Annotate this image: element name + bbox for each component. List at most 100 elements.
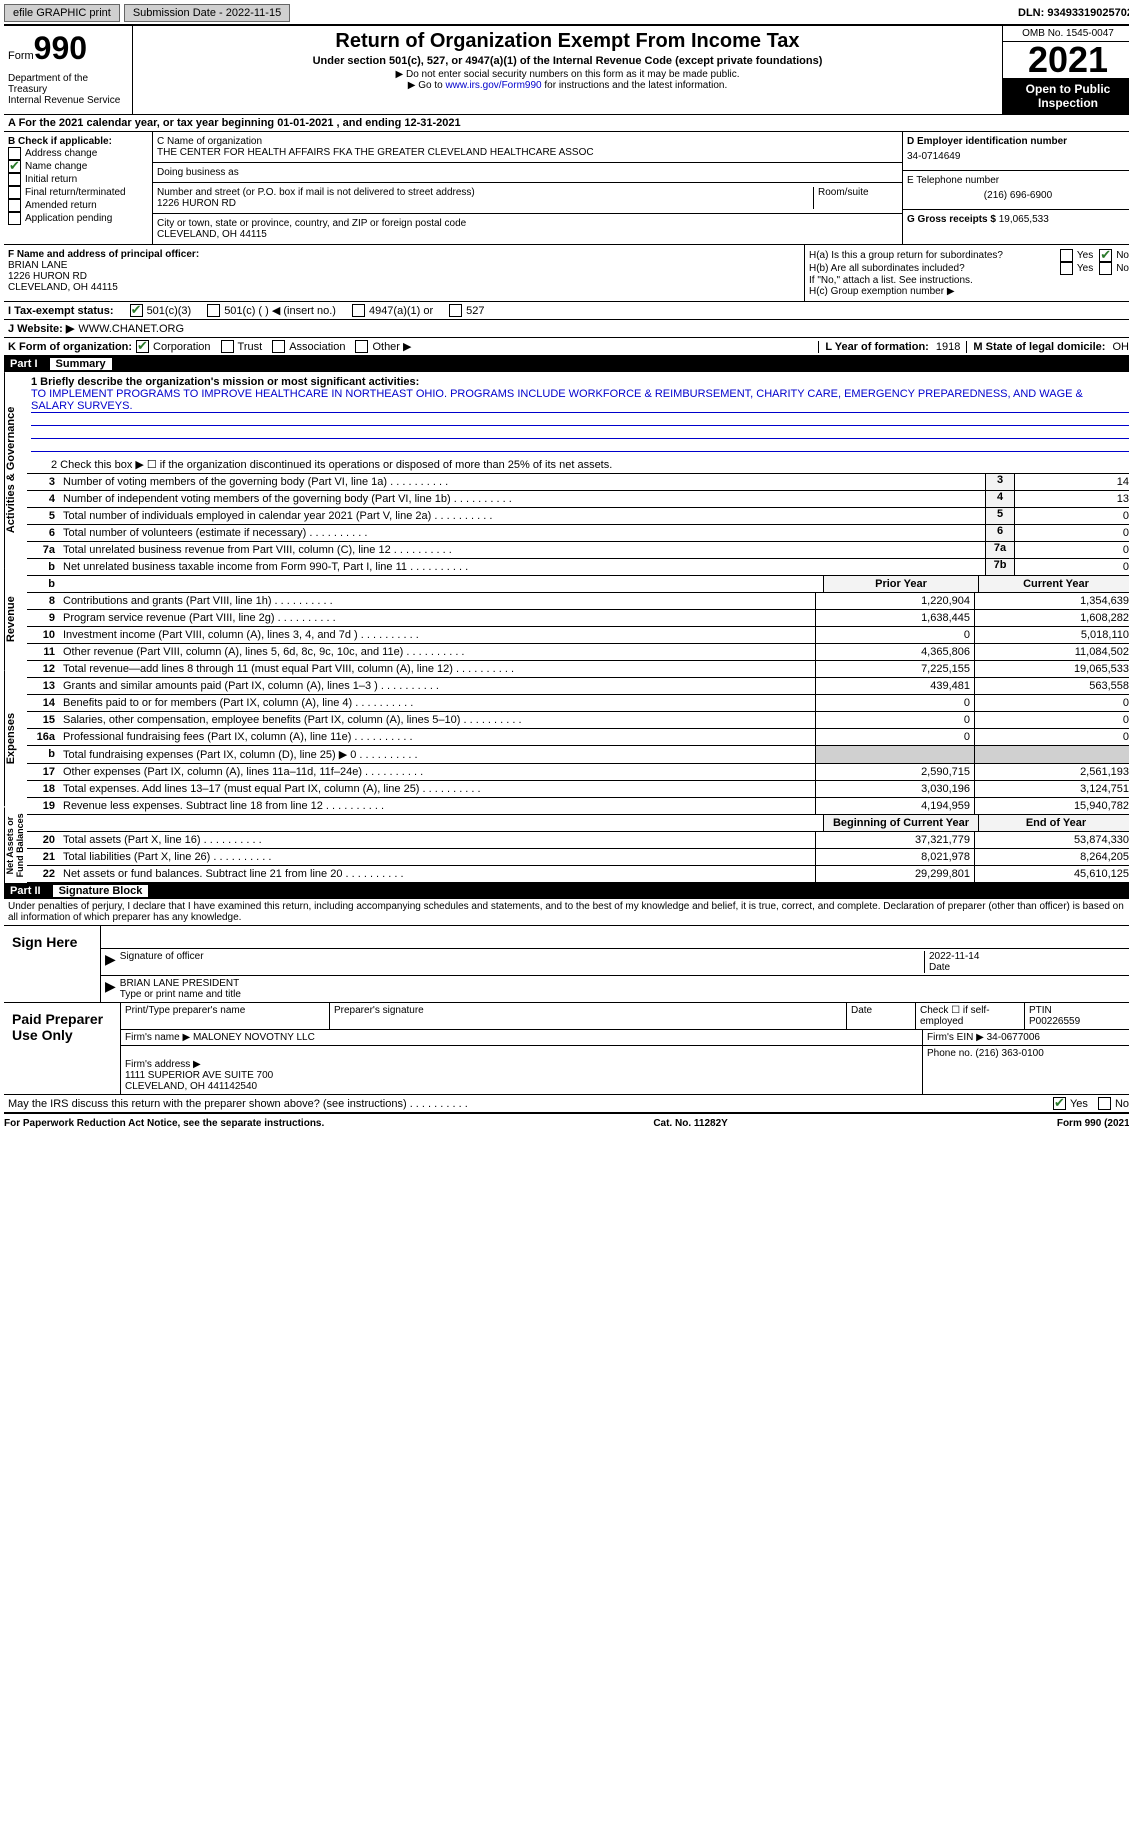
phone-val: (216) 696-6900	[907, 186, 1129, 205]
chk-trust[interactable]	[221, 340, 234, 353]
addr-val: 1226 HURON RD	[157, 198, 813, 209]
firm-ein-label: Firm's EIN ▶	[927, 1032, 984, 1043]
box-f: F Name and address of principal officer:…	[4, 245, 804, 301]
lbl-initial-return: Initial return	[25, 174, 77, 185]
form-subtitle: Under section 501(c), 527, or 4947(a)(1)…	[141, 55, 994, 67]
firm-name-label: Firm's name ▶	[125, 1032, 190, 1043]
row-klm: K Form of organization: Corporation Trus…	[4, 338, 1129, 356]
table-row: bNet unrelated business taxable income f…	[27, 559, 1129, 576]
firm-name-val: MALONEY NOVOTNY LLC	[193, 1032, 315, 1043]
firm-addr-label: Firm's address ▶	[125, 1059, 201, 1070]
table-row: 4Number of independent voting members of…	[27, 491, 1129, 508]
table-row: 8Contributions and grants (Part VIII, li…	[27, 593, 1129, 610]
vlabel-netassets: Net Assets or Fund Balances	[4, 807, 27, 883]
prep-name-label: Print/Type preparer's name	[121, 1003, 330, 1029]
tax-exempt-label: I Tax-exempt status:	[8, 305, 114, 317]
phone-label: E Telephone number	[907, 175, 1129, 186]
line2: 2 Check this box ▶ ☐ if the organization…	[27, 456, 1129, 474]
vlabel-activities: Activities & Governance	[4, 372, 27, 568]
prep-sig-label: Preparer's signature	[330, 1003, 847, 1029]
part1-header: Part I Summary	[4, 356, 1129, 372]
hb-yes-chk[interactable]	[1060, 262, 1073, 275]
opt-501c3: 501(c)(3)	[147, 305, 192, 317]
sign-here-row: Sign Here ▶ Signature of officer 2022-11…	[4, 926, 1129, 1003]
table-row: bTotal fundraising expenses (Part IX, co…	[27, 746, 1129, 764]
chk-name-change[interactable]	[8, 160, 21, 173]
discuss-no-chk[interactable]	[1098, 1097, 1111, 1110]
chk-final-return[interactable]	[8, 186, 21, 199]
blank-line-1	[31, 413, 1129, 426]
chk-amended[interactable]	[8, 199, 21, 212]
blank-line-2	[31, 426, 1129, 439]
discuss-row: May the IRS discuss this return with the…	[4, 1095, 1129, 1114]
box-de: D Employer identification number 34-0714…	[902, 132, 1129, 244]
lbl-name-change: Name change	[25, 161, 87, 172]
form-header: Form990 Department of the Treasury Inter…	[4, 26, 1129, 115]
line1-mission: 1 Briefly describe the organization's mi…	[27, 372, 1129, 456]
ein-label: D Employer identification number	[907, 136, 1129, 147]
vlabel-revenue: Revenue	[4, 568, 27, 670]
arrow-icon: ▶	[105, 951, 116, 973]
lbl-address-change: Address change	[25, 148, 97, 159]
submission-date-button[interactable]: Submission Date - 2022-11-15	[124, 4, 290, 22]
top-bar: efile GRAPHIC print Submission Date - 20…	[4, 4, 1129, 26]
box-h: H(a) Is this a group return for subordin…	[804, 245, 1129, 301]
ptin-val: P00226559	[1029, 1016, 1129, 1027]
opt-assoc: Association	[289, 341, 345, 353]
state-domicile-label: M State of legal domicile:	[973, 341, 1105, 353]
sig-name-label: Type or print name and title	[120, 989, 1129, 1000]
chk-501c[interactable]	[207, 304, 220, 317]
chk-501c3[interactable]	[130, 304, 143, 317]
opt-501c: 501(c) ( ) ◀ (insert no.)	[224, 304, 336, 317]
hb-no-chk[interactable]	[1099, 262, 1112, 275]
line2-text: 2 Check this box ▶ ☐ if the organization…	[27, 456, 1129, 473]
firm-ein-val: 34-0677006	[987, 1032, 1040, 1043]
website-val: WWW.CHANET.ORG	[78, 323, 184, 335]
year-formation-val: 1918	[936, 341, 960, 353]
firm-phone-val: (216) 363-0100	[975, 1048, 1043, 1059]
ha-no-chk[interactable]	[1099, 249, 1112, 262]
line1-label: 1 Briefly describe the organization's mi…	[31, 376, 1129, 388]
rowtxt-blank	[59, 576, 823, 592]
chk-initial-return[interactable]	[8, 173, 21, 186]
title-column: Return of Organization Exempt From Incom…	[133, 26, 1003, 114]
sig-officer-label: Signature of officer	[120, 951, 924, 973]
discuss-yes-chk[interactable]	[1053, 1097, 1066, 1110]
paid-preparer-block: Paid Preparer Use Only Print/Type prepar…	[4, 1003, 1129, 1095]
table-row: 15Salaries, other compensation, employee…	[27, 712, 1129, 729]
table-row: 16aProfessional fundraising fees (Part I…	[27, 729, 1129, 746]
table-row: 17Other expenses (Part IX, column (A), l…	[27, 764, 1129, 781]
addr-label: Number and street (or P.O. box if mail i…	[157, 187, 813, 198]
chk-527[interactable]	[449, 304, 462, 317]
ha-yes-chk[interactable]	[1060, 249, 1073, 262]
part2-header: Part II Signature Block	[4, 883, 1129, 899]
box-c: C Name of organization THE CENTER FOR HE…	[153, 132, 902, 244]
year-column: OMB No. 1545-0047 2021 Open to Public In…	[1003, 26, 1129, 114]
dept-treasury: Department of the Treasury Internal Reve…	[4, 71, 133, 114]
part1-table: Activities & Governance Revenue Expenses…	[4, 372, 1129, 883]
hc-label: H(c) Group exemption number ▶	[809, 286, 1129, 297]
ha-no: No	[1116, 250, 1129, 261]
blank-line-3	[31, 439, 1129, 452]
table-row: 10Investment income (Part VIII, column (…	[27, 627, 1129, 644]
city-val: CLEVELAND, OH 44115	[157, 229, 898, 240]
officer-name: BRIAN LANE	[8, 260, 800, 271]
part2-title: Signature Block	[53, 885, 149, 897]
chk-other[interactable]	[355, 340, 368, 353]
chk-4947[interactable]	[352, 304, 365, 317]
table-row: 3Number of voting members of the governi…	[27, 474, 1129, 491]
table-row: 12Total revenue—add lines 8 through 11 (…	[27, 661, 1129, 678]
table-row: 18Total expenses. Add lines 13–17 (must …	[27, 781, 1129, 798]
form-org-label: K Form of organization:	[8, 341, 132, 353]
irs-link[interactable]: www.irs.gov/Form990	[445, 80, 541, 91]
section-abcdeg: B Check if applicable: Address change Na…	[4, 132, 1129, 245]
chk-application-pending[interactable]	[8, 212, 21, 225]
chk-corp[interactable]	[136, 340, 149, 353]
gross-receipts-label: G Gross receipts $	[907, 214, 996, 225]
dba-label: Doing business as	[157, 167, 898, 178]
chk-assoc[interactable]	[272, 340, 285, 353]
efile-print-button[interactable]: efile GRAPHIC print	[4, 4, 120, 22]
tax-year: 2021	[1003, 42, 1129, 78]
opt-trust: Trust	[238, 341, 263, 353]
officer-addr: 1226 HURON RD CLEVELAND, OH 44115	[8, 271, 800, 293]
